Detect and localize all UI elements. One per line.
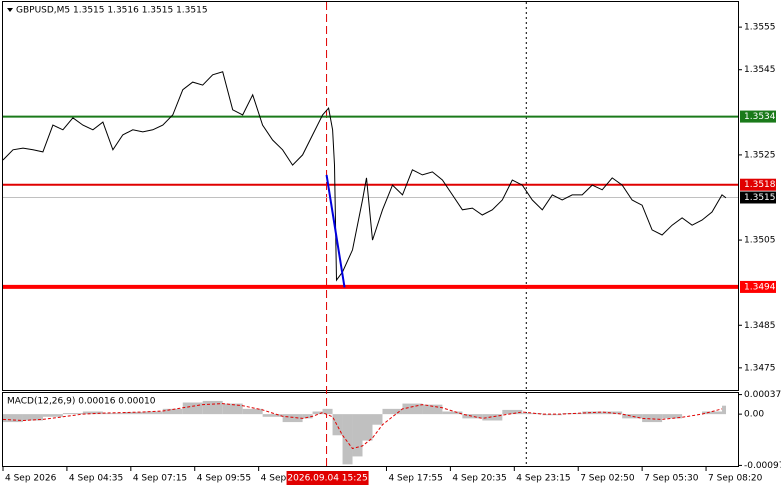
price-line [2,71,727,282]
signal-line [2,403,723,450]
y-tick-label: 0.00037 [744,390,781,400]
histogram-bar [502,409,523,415]
x-tick-label: 4 Sep 20:35 [452,474,506,484]
level-label-box [740,110,776,123]
y-tick-label: 1.3485 [744,321,776,331]
histogram-bar [372,414,383,425]
y-tick-label: 1.3525 [744,150,776,160]
histogram-bar [42,414,63,417]
y-tick-label: 1.3555 [744,23,776,33]
x-tick-label: 4 Sep 07:15 [133,474,187,484]
histogram-bar [402,403,423,415]
histogram-bar [202,400,223,415]
histogram-bar [22,414,43,421]
histogram-bar [182,402,203,415]
x-tick-label: 4 Sep [261,474,287,484]
level-label-box [740,280,776,293]
histogram-bar [522,413,543,415]
current-price-box [740,191,776,204]
histogram-bar [62,413,83,415]
level-label: 1.3518 [744,180,776,190]
histogram-bar [312,411,323,415]
histogram-bar [102,413,123,415]
x-tick-label: 4 Sep 2026 [5,474,57,484]
macd-title: MACD(12,26,9) 0.00016 0.00010 [7,397,156,407]
histogram-bar [262,414,283,417]
histogram-bar [662,414,683,419]
x-tick-label: 4 Sep 04:35 [69,474,123,484]
level-label: 1.3494 [744,282,776,292]
histogram-bar [82,411,103,415]
x-tick-label: 4 Sep 09:55 [197,474,251,484]
chart-title: GBPUSD,M5 1.3515 1.3516 1.3515 1.3515 [16,6,208,16]
histogram-bar [442,411,463,415]
menu-arrow[interactable] [7,8,13,12]
histogram-bar [242,408,263,415]
histogram-bar [162,408,183,415]
histogram-bar [302,414,313,419]
y-tick-label: 0.00 [744,410,764,420]
histogram-bar [282,414,303,423]
histogram-bar [482,414,503,421]
histogram-bar [222,403,243,415]
histogram-bar [382,408,403,415]
histogram-bar [352,414,363,457]
histogram-bar [542,414,563,416]
trendline [325,174,346,288]
y-tick-label: 1.3545 [744,65,776,75]
histogram-bar [642,414,663,423]
histogram-bar [362,414,373,441]
histogram-bar [422,404,443,415]
histogram-bar [622,414,643,419]
histogram-bar [122,412,143,415]
price-panel [2,1,739,391]
x-tick-label: 4 Sep 17:55 [388,474,442,484]
x-tick-label: 7 Sep 02:50 [580,474,635,484]
histogram-bar [142,411,163,415]
macd-panel [2,392,739,467]
histogram-bar [702,411,723,415]
level-label: 1.3534 [744,112,776,122]
x-tick-label: 4 Sep 23:15 [516,474,570,484]
current-price-label: 1.3515 [744,193,776,203]
histogram-bar [342,414,353,465]
crosshair-label: 2026.09.04 15:25 [287,474,367,484]
histogram-bar [462,414,483,419]
x-tick-label: 7 Sep 05:30 [644,474,699,484]
histogram-bar [322,408,333,415]
y-tick-label: 1.3475 [744,363,776,373]
level-label-box [740,178,776,191]
histogram-bar [722,405,727,415]
crosshair-label-box [286,471,369,485]
histogram-bar [582,411,603,415]
x-tick-label: 7 Sep 08:20 [708,474,763,484]
histogram-bar [602,411,623,415]
y-tick-label: 1.3505 [744,236,776,246]
histogram-bar [3,414,23,423]
histogram-bar [562,413,583,415]
y-tick-label: -0.00097 [744,461,781,471]
histogram-bar [332,414,343,436]
